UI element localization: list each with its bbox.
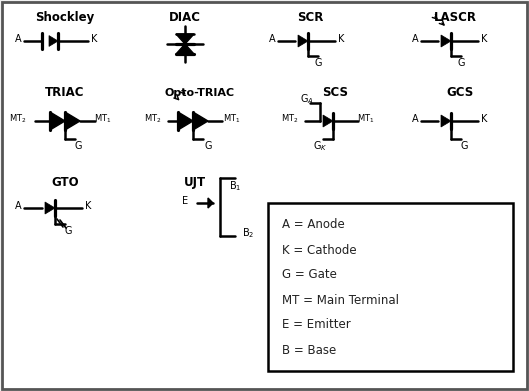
Polygon shape <box>49 36 58 47</box>
Text: GCS: GCS <box>446 86 473 99</box>
Text: G: G <box>460 141 468 151</box>
Text: G: G <box>64 226 72 236</box>
Polygon shape <box>176 44 194 54</box>
Text: MT = Main Terminal: MT = Main Terminal <box>282 294 399 307</box>
Polygon shape <box>323 115 333 127</box>
Text: Shockley: Shockley <box>35 11 95 24</box>
Polygon shape <box>178 112 193 130</box>
Polygon shape <box>441 115 451 127</box>
Text: MT$_2$: MT$_2$ <box>281 113 299 125</box>
Text: SCS: SCS <box>322 86 348 99</box>
Text: A: A <box>412 114 418 124</box>
Text: K: K <box>338 34 344 44</box>
Text: E: E <box>182 196 188 206</box>
Text: A: A <box>412 34 418 44</box>
Text: G$_A$: G$_A$ <box>300 92 314 106</box>
Text: LASCR: LASCR <box>433 11 477 24</box>
Text: DIAC: DIAC <box>169 11 201 24</box>
Text: TRIAC: TRIAC <box>45 86 85 99</box>
Text: MT$_1$: MT$_1$ <box>357 113 375 125</box>
Text: K = Cathode: K = Cathode <box>282 244 357 256</box>
Text: MT$_2$: MT$_2$ <box>9 113 27 125</box>
Bar <box>268 203 513 371</box>
Text: G: G <box>74 141 82 151</box>
Text: A: A <box>269 34 275 44</box>
Text: MT$_2$: MT$_2$ <box>144 113 162 125</box>
Text: MT$_1$: MT$_1$ <box>94 113 112 125</box>
Text: A: A <box>15 201 21 211</box>
Text: K: K <box>85 201 91 211</box>
Polygon shape <box>65 112 80 130</box>
Polygon shape <box>193 112 208 130</box>
Text: G$_K$: G$_K$ <box>313 139 327 153</box>
Text: B = Base: B = Base <box>282 344 336 357</box>
Polygon shape <box>441 35 451 47</box>
Text: K: K <box>481 114 487 124</box>
Text: G: G <box>314 58 322 68</box>
Polygon shape <box>298 35 308 47</box>
Text: G: G <box>457 58 465 68</box>
Polygon shape <box>45 202 55 214</box>
Text: Opto-TRIAC: Opto-TRIAC <box>165 88 235 98</box>
Text: SCR: SCR <box>297 11 323 24</box>
Text: G: G <box>204 141 212 151</box>
Text: UJT: UJT <box>184 176 206 189</box>
Polygon shape <box>176 34 194 44</box>
Text: K: K <box>481 34 487 44</box>
Text: A = Anode: A = Anode <box>282 219 345 231</box>
Text: B$_1$: B$_1$ <box>229 179 241 193</box>
Text: MT$_1$: MT$_1$ <box>223 113 241 125</box>
Text: B$_2$: B$_2$ <box>242 226 254 240</box>
Text: G = Gate: G = Gate <box>282 269 337 282</box>
Polygon shape <box>50 112 65 130</box>
Text: GTO: GTO <box>51 176 79 189</box>
Polygon shape <box>208 198 213 208</box>
Text: K: K <box>91 34 97 44</box>
Text: E = Emitter: E = Emitter <box>282 319 351 332</box>
Text: A: A <box>15 34 21 44</box>
